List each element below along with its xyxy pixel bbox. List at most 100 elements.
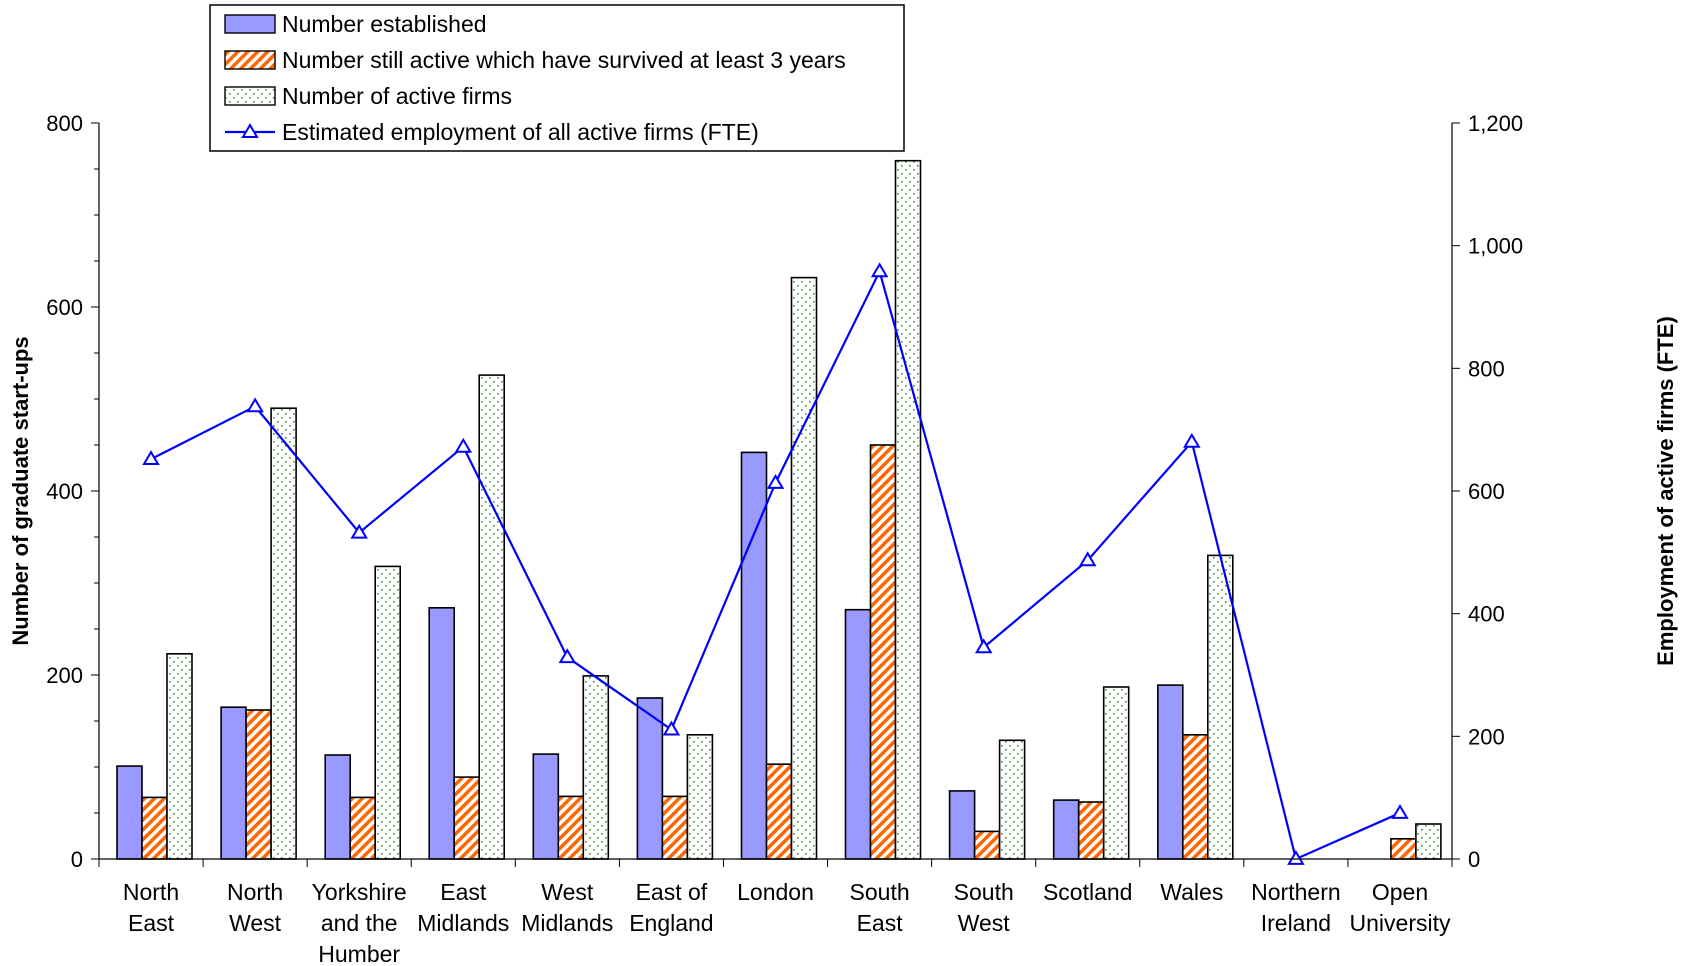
- bar-established-0: [116, 765, 143, 860]
- category-label-8-1: West: [958, 910, 1011, 936]
- category-label-10-0: Wales: [1160, 879, 1223, 905]
- category-label-2-1: and the: [321, 910, 398, 936]
- right-tick-label-0: 0: [1468, 847, 1480, 872]
- bar-established-7: [844, 608, 872, 860]
- bar-active-firms-5: [686, 733, 714, 860]
- employment-marker-6: [766, 474, 785, 489]
- legend-label-2: Number of active firms: [282, 83, 512, 109]
- right-tick-label-4: 800: [1468, 356, 1505, 381]
- employment-line-group: [142, 262, 1409, 865]
- left-axis-title: Number of graduate start-ups: [8, 336, 33, 645]
- bar-survived-3yrs-5: [661, 795, 689, 860]
- bar-established-8: [948, 790, 976, 860]
- bar-survived-3yrs-4: [557, 795, 585, 860]
- category-label-1-0: North: [227, 879, 283, 905]
- bar-survived-3yrs-10: [1182, 733, 1209, 860]
- category-label-1-1: West: [229, 910, 282, 936]
- category-label-7-0: South: [850, 879, 910, 905]
- employment-marker-2: [350, 523, 368, 539]
- legend-swatch-0: [224, 14, 276, 34]
- bar-survived-3yrs-2: [349, 796, 377, 860]
- bar-active-firms-6: [790, 276, 818, 860]
- bar-survived-3yrs-12: [1390, 837, 1417, 860]
- employment-marker-11: [1287, 850, 1305, 865]
- legend-label-3: Estimated employment of all active firms…: [282, 119, 759, 145]
- bar-established-3: [428, 606, 456, 860]
- bar-active-firms-8: [998, 739, 1026, 860]
- category-label-2-0: Yorkshire: [312, 879, 407, 905]
- employment-marker-1: [246, 397, 264, 413]
- employment-marker-7: [870, 262, 889, 278]
- right-tick-label-3: 600: [1468, 479, 1505, 504]
- category-label-3-1: Midlands: [417, 910, 509, 936]
- category-label-9-0: Scotland: [1043, 879, 1133, 905]
- category-label-0-0: North: [123, 879, 179, 905]
- legend-swatch-1: [224, 50, 276, 70]
- legend-box: [209, 4, 905, 152]
- left-tick-label-2: 400: [46, 479, 83, 504]
- bar-established-5: [636, 697, 664, 860]
- category-label-12-0: Open: [1372, 879, 1428, 905]
- category-label-11-0: Northern: [1251, 879, 1340, 905]
- category-label-12-1: University: [1350, 910, 1451, 936]
- left-tick-label-0: 0: [71, 847, 83, 872]
- bar-active-firms-7: [894, 159, 922, 860]
- bar-active-firms-3: [478, 374, 506, 860]
- labels-group: 0 200 400 600 800 0 200 400 600 800 1,000 1,200 Nort…: [8, 111, 1678, 966]
- employment-marker-3: [454, 437, 473, 453]
- bar-survived-3yrs-3: [453, 776, 481, 860]
- bar-established-1: [220, 706, 247, 860]
- left-tick-label-1: 200: [46, 663, 83, 688]
- bar-established-2: [324, 754, 352, 860]
- legend-label-0: Number established: [282, 11, 487, 37]
- bar-survived-3yrs-0: [141, 796, 168, 860]
- employment-marker-9: [1078, 551, 1097, 567]
- employment-marker-12: [1391, 804, 1409, 819]
- legend-swatch-2: [224, 86, 276, 106]
- right-tick-label-6: 1,200: [1468, 111, 1523, 136]
- bar-active-firms-9: [1102, 686, 1130, 860]
- bar-survived-3yrs-7: [869, 444, 897, 860]
- category-label-5-0: East of: [636, 879, 708, 905]
- category-label-4-1: Midlands: [521, 910, 613, 936]
- legend: Number established Number still active wh…: [209, 4, 905, 152]
- employment-marker-5: [662, 720, 681, 736]
- left-tick-label-3: 600: [46, 295, 83, 320]
- category-label-0-1: East: [128, 910, 175, 936]
- bar-active-firms-12: [1415, 823, 1442, 860]
- right-tick-label-1: 200: [1468, 724, 1505, 749]
- bar-active-firms-1: [270, 407, 297, 860]
- category-label-11-1: Ireland: [1261, 910, 1331, 936]
- right-tick-label-5: 1,000: [1468, 234, 1523, 259]
- bar-active-firms-2: [374, 565, 402, 860]
- category-label-8-0: South: [954, 879, 1014, 905]
- bar-survived-3yrs-8: [973, 830, 1001, 860]
- bar-active-firms-4: [582, 675, 610, 860]
- legend-label-1: Number still active which have survived …: [282, 47, 846, 73]
- bar-survived-3yrs-6: [765, 763, 793, 860]
- right-tick-label-2: 400: [1468, 602, 1505, 627]
- axes-group: [91, 122, 1460, 867]
- bar-active-firms-0: [166, 652, 193, 860]
- legend-marker-3: [241, 123, 259, 138]
- category-label-3-0: East: [440, 879, 487, 905]
- bar-survived-3yrs-1: [245, 709, 272, 860]
- category-label-7-1: East: [857, 910, 904, 936]
- bar-established-9: [1052, 799, 1080, 860]
- left-tick-label-4: 800: [46, 111, 83, 136]
- employment-marker-4: [558, 648, 577, 664]
- bar-established-4: [532, 753, 560, 860]
- category-label-6-0: London: [737, 879, 814, 905]
- employment-marker-0: [142, 450, 160, 465]
- bar-established-10: [1157, 684, 1184, 860]
- category-label-4-0: West: [541, 879, 594, 905]
- employment-marker-8: [974, 638, 993, 654]
- category-label-2-2: Humber: [318, 941, 400, 966]
- bar-survived-3yrs-9: [1077, 801, 1105, 860]
- category-label-5-1: England: [629, 910, 713, 936]
- bar-group: [116, 159, 1442, 860]
- bar-active-firms-10: [1207, 554, 1234, 860]
- right-axis-title: Employment of active firms (FTE): [1653, 316, 1678, 666]
